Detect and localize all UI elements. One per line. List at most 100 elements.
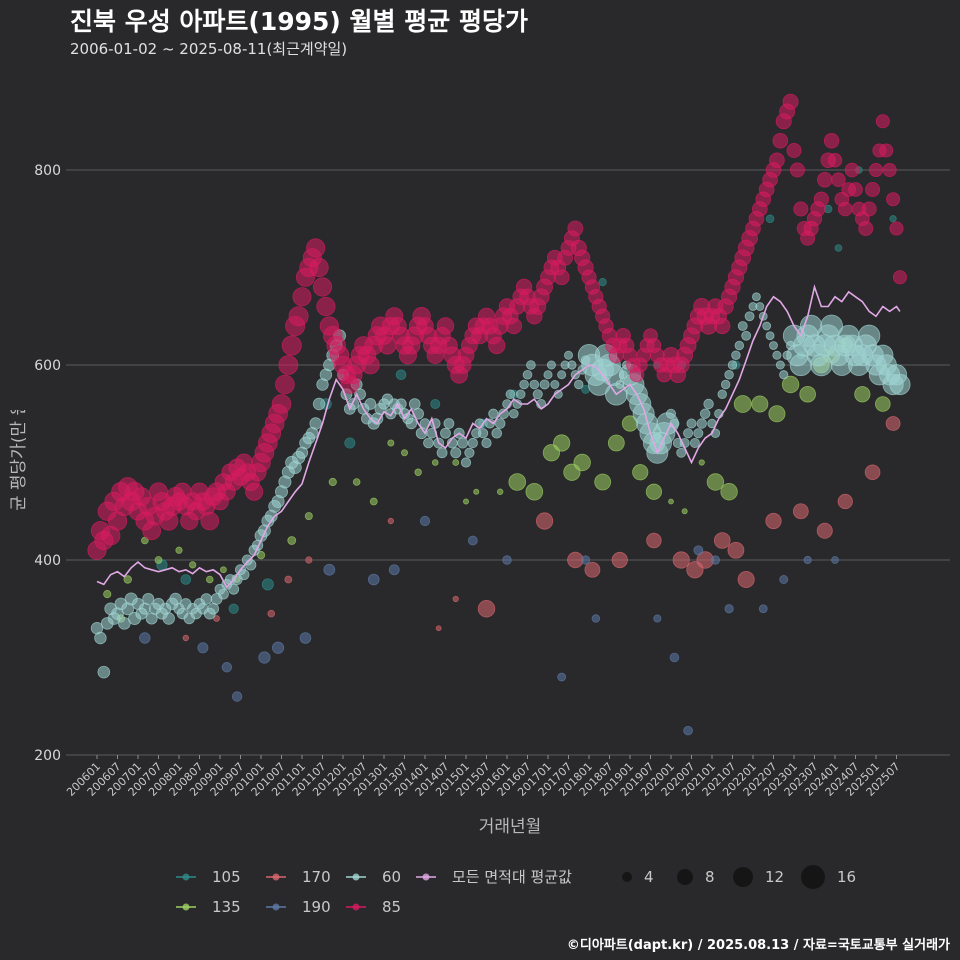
legend-marker-85: [352, 903, 360, 911]
point-60: [484, 418, 496, 429]
point-85: [245, 482, 264, 501]
point-60: [696, 418, 707, 429]
point-135: [328, 477, 337, 487]
point-60: [772, 350, 782, 360]
legend-label-190: 190: [302, 898, 331, 916]
point-85: [714, 317, 731, 335]
point-85: [882, 162, 897, 177]
point-60: [557, 370, 567, 380]
legend-label-모든 면적대 평균값: 모든 면적대 평균값: [452, 868, 572, 886]
point-60: [238, 569, 250, 581]
point-60: [443, 418, 455, 429]
point-60: [207, 602, 220, 615]
point-60: [686, 418, 697, 429]
point-60: [666, 408, 677, 419]
point-85: [861, 201, 877, 217]
point-135: [706, 473, 725, 491]
point-85: [309, 257, 329, 278]
chart-title: 진북 우성 아파트(1995) 월별 평균 평당가: [70, 7, 528, 36]
point-60: [519, 379, 529, 390]
point-135: [875, 396, 891, 412]
point-170: [672, 551, 690, 569]
legend-label-60: 60: [382, 868, 401, 886]
point-85: [505, 317, 523, 335]
point-190: [758, 604, 768, 614]
point-135: [508, 473, 527, 491]
point-60: [169, 592, 182, 606]
point-60: [467, 437, 478, 449]
size-legend-label: 16: [837, 868, 856, 886]
point-60: [457, 437, 469, 449]
point-85: [827, 153, 843, 168]
size-legend-marker: [733, 867, 753, 887]
point-60: [775, 360, 785, 370]
point-190: [271, 641, 285, 654]
point-60: [498, 408, 509, 420]
point-60: [699, 408, 711, 419]
point-85: [436, 317, 455, 335]
point-60: [858, 324, 881, 347]
point-135: [304, 512, 313, 521]
point-85: [844, 162, 860, 178]
point-190: [693, 545, 704, 556]
chart-subtitle: 2006-01-02 ~ 2025-08-11(최근계약일): [70, 40, 348, 58]
point-85: [361, 355, 380, 375]
point-170: [435, 625, 442, 632]
point-85: [865, 181, 881, 197]
point-135: [452, 459, 460, 466]
point-60: [727, 360, 738, 370]
point-190: [221, 662, 233, 673]
point-135: [733, 395, 752, 413]
point-60: [405, 417, 418, 430]
point-60: [703, 398, 714, 410]
point-60: [494, 418, 506, 429]
legend-marker-135: [182, 903, 190, 911]
point-190: [724, 604, 734, 614]
point-170: [284, 575, 293, 584]
point-60: [488, 408, 499, 419]
point-190: [388, 564, 400, 576]
point-60: [779, 370, 789, 380]
point-60: [717, 389, 727, 399]
point-60: [505, 389, 516, 400]
point-85: [892, 270, 907, 285]
point-190: [557, 672, 567, 682]
point-105: [261, 578, 274, 591]
point-60: [737, 321, 748, 331]
point-60: [228, 583, 240, 595]
point-170: [584, 561, 601, 578]
y-tick-label: 200: [34, 748, 61, 764]
point-60: [509, 408, 519, 419]
legend-series: 105 135 170 190 60 85 모든 면적대 평균값: [176, 868, 572, 916]
point-60: [436, 447, 448, 459]
y-tick-label: 600: [34, 358, 61, 374]
point-135: [525, 482, 544, 501]
point-135: [205, 575, 214, 584]
point-85: [837, 201, 853, 217]
point-60: [755, 302, 765, 311]
point-85: [875, 114, 890, 129]
point-85: [786, 142, 802, 158]
point-170: [305, 556, 313, 564]
point-135: [256, 550, 266, 560]
legend-label-135: 135: [212, 898, 241, 916]
point-170: [535, 512, 554, 530]
point-85: [292, 287, 312, 307]
point-85: [886, 192, 901, 207]
point-135: [781, 375, 800, 394]
point-190: [683, 725, 693, 736]
point-85: [789, 162, 805, 178]
point-190: [258, 651, 271, 664]
point-85: [769, 152, 785, 169]
point-135: [220, 566, 227, 574]
point-85: [848, 182, 863, 197]
point-190: [653, 614, 662, 623]
point-135: [123, 575, 132, 584]
point-135: [681, 508, 688, 515]
point-60: [423, 437, 434, 449]
y-axis-label-wrap: 평균 평당가(만 원): [9, 410, 29, 510]
point-85: [553, 269, 570, 286]
point-170: [713, 532, 731, 549]
y-tick-labels: 200 400 600 800: [34, 163, 61, 764]
point-60: [526, 360, 536, 370]
